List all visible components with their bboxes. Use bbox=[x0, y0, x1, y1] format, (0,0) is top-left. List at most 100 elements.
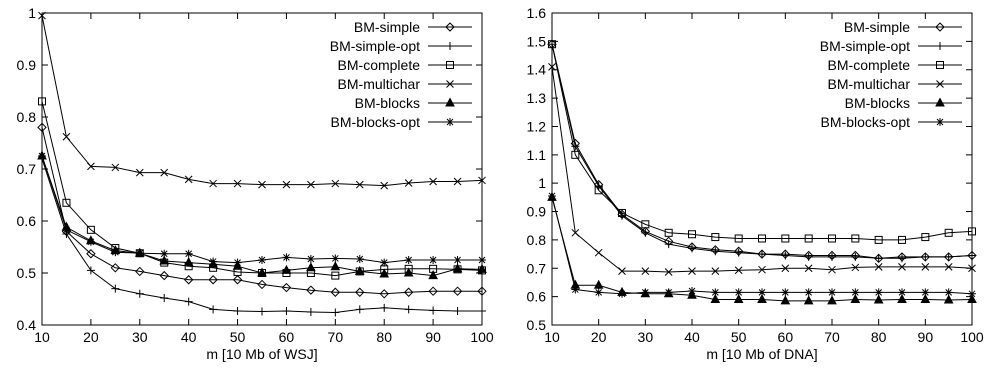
data-point bbox=[711, 267, 720, 275]
data-point bbox=[641, 267, 650, 275]
data-point bbox=[160, 249, 169, 258]
data-point bbox=[331, 179, 340, 188]
data-point bbox=[62, 132, 71, 141]
data-point bbox=[233, 306, 242, 315]
data-point bbox=[111, 248, 120, 257]
data-point bbox=[921, 263, 930, 271]
data-point bbox=[208, 275, 218, 285]
data-point bbox=[281, 282, 292, 293]
data-point bbox=[62, 198, 71, 207]
series-bm-blocks-opt bbox=[38, 152, 486, 267]
data-point bbox=[593, 279, 604, 289]
data-point bbox=[664, 228, 673, 237]
data-point bbox=[258, 307, 266, 316]
data-point bbox=[403, 267, 414, 277]
data-point bbox=[453, 177, 462, 186]
data-point bbox=[804, 234, 813, 243]
legend-marker bbox=[936, 61, 944, 69]
data-point bbox=[183, 257, 194, 267]
data-point bbox=[734, 288, 743, 297]
data-point bbox=[257, 279, 267, 290]
data-point bbox=[944, 228, 953, 237]
data-point bbox=[897, 293, 907, 303]
y-tick-label: 0.7 bbox=[527, 260, 547, 276]
y-tick-label: 0.6 bbox=[17, 213, 37, 229]
legend-label: BM-multichar bbox=[828, 76, 911, 92]
data-point bbox=[282, 180, 291, 189]
data-point bbox=[233, 258, 242, 267]
x-axis-label: m [10 Mb of DNA] bbox=[706, 346, 817, 362]
y-tick-label: 1.2 bbox=[527, 118, 547, 134]
legend-marker bbox=[936, 118, 944, 126]
data-point bbox=[571, 228, 580, 237]
data-point bbox=[898, 263, 906, 271]
data-point bbox=[757, 293, 767, 303]
data-point bbox=[967, 293, 977, 303]
data-point bbox=[898, 254, 906, 263]
legend-label: BM-multichar bbox=[338, 76, 421, 92]
legend-marker bbox=[446, 118, 454, 126]
data-point bbox=[571, 150, 580, 159]
data-point bbox=[850, 293, 861, 303]
data-point bbox=[135, 266, 145, 277]
x-tick-label: 70 bbox=[328, 329, 344, 345]
series-bm-simple-opt bbox=[548, 40, 976, 263]
data-point bbox=[688, 286, 696, 295]
data-point bbox=[664, 288, 673, 297]
data-point bbox=[851, 234, 860, 243]
data-point bbox=[452, 286, 463, 296]
y-tick-label: 0.7 bbox=[17, 161, 37, 177]
data-point bbox=[874, 254, 883, 263]
data-point bbox=[594, 288, 603, 297]
data-point bbox=[184, 175, 193, 184]
data-point bbox=[688, 244, 696, 253]
x-tick-label: 40 bbox=[181, 329, 197, 345]
plot-frame bbox=[551, 12, 973, 326]
legend-label: BM-complete bbox=[828, 57, 911, 73]
chart-dna: 10 20 30 40 50 60 70 80 90 100 0.5 0.6 0.7 0.8 0.9 1 1.1… bbox=[527, 5, 984, 362]
data-point bbox=[379, 268, 390, 278]
x-tick-label: 60 bbox=[778, 329, 794, 345]
data-point bbox=[478, 306, 486, 315]
legend-marker bbox=[935, 22, 945, 32]
legend-label: BM-blocks-opt bbox=[821, 114, 911, 130]
data-point bbox=[571, 285, 580, 294]
data-point bbox=[968, 251, 976, 260]
data-point bbox=[183, 275, 194, 285]
data-point bbox=[734, 234, 743, 243]
data-point bbox=[968, 289, 976, 298]
data-point bbox=[331, 254, 340, 263]
data-point bbox=[355, 180, 364, 189]
data-point bbox=[664, 268, 673, 276]
data-point bbox=[429, 256, 438, 264]
data-point bbox=[734, 266, 743, 275]
data-point bbox=[944, 263, 953, 271]
legend-label: BM-blocks bbox=[355, 95, 420, 111]
y-tick-label: 1 bbox=[28, 5, 36, 21]
data-point bbox=[641, 288, 650, 297]
data-point bbox=[874, 263, 883, 271]
data-point bbox=[664, 240, 673, 249]
y-tick-label: 0.4 bbox=[17, 317, 37, 333]
legend-marker bbox=[446, 42, 454, 50]
data-point bbox=[781, 251, 790, 260]
data-point bbox=[827, 295, 837, 305]
data-point bbox=[618, 289, 626, 298]
data-point bbox=[135, 249, 144, 258]
data-point bbox=[594, 248, 603, 257]
data-point bbox=[851, 288, 860, 297]
data-point bbox=[733, 293, 744, 303]
data-point bbox=[110, 263, 121, 273]
y-tick-label: 1.3 bbox=[527, 90, 547, 106]
data-point bbox=[380, 303, 389, 312]
data-point bbox=[921, 233, 930, 242]
series-bm-simple bbox=[547, 39, 977, 264]
data-point bbox=[477, 286, 487, 296]
data-point bbox=[828, 252, 836, 261]
x-tick-label: 90 bbox=[918, 329, 934, 345]
data-point bbox=[331, 271, 340, 280]
legend-label: BM-simple-opt bbox=[820, 38, 910, 54]
legend-marker bbox=[935, 97, 945, 107]
data-point bbox=[86, 249, 96, 259]
